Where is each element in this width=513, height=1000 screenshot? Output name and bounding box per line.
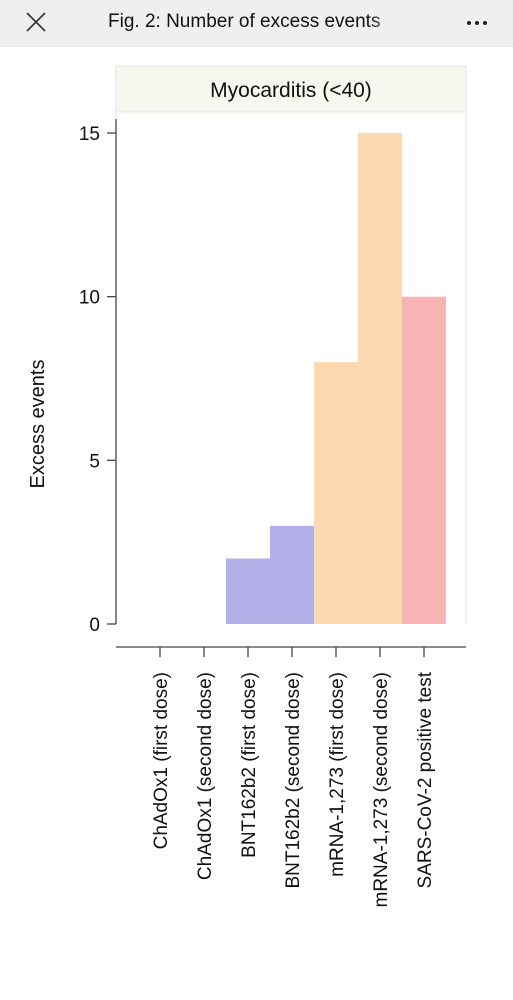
bar: [314, 362, 358, 624]
bar: [402, 296, 446, 624]
y-tick-label: 0: [89, 615, 100, 636]
bar: [270, 525, 314, 624]
x-tick-label: BNT162b2 (second dose): [283, 672, 304, 889]
bar: [226, 558, 270, 624]
x-tick-label: mRNA-1,273 (second dose): [371, 672, 392, 908]
y-axis-title: Excess events: [27, 360, 49, 489]
y-tick-label: 10: [79, 288, 100, 309]
x-tick-label: SARS-CoV-2 positive test: [415, 671, 436, 888]
page-title: Fig. 2: Number of excess events: [108, 11, 381, 32]
more-options-button[interactable]: [459, 8, 495, 38]
close-button[interactable]: [18, 4, 54, 40]
y-tick-label: 5: [89, 451, 100, 472]
top-bar: Fig. 2: Number of excess events: [0, 0, 513, 47]
x-tick-label: mRNA-1,273 (first dose): [327, 672, 348, 877]
chart-title: Myocarditis (<40): [210, 79, 372, 102]
bar: [358, 133, 402, 624]
x-tick-label: ChAdOx1 (first dose): [151, 672, 172, 849]
close-icon: [26, 12, 46, 32]
bar-chart: Myocarditis (<40) Excess events 0 5 10 15 C…: [27, 65, 467, 908]
x-axis: ChAdOx1 (first dose) ChAdOx1 (second dose…: [151, 647, 436, 908]
y-axis: 0 5 10 15: [79, 124, 116, 636]
y-tick-label: 15: [79, 124, 100, 145]
more-horizontal-icon: [465, 21, 489, 25]
x-tick-label: BNT162b2 (first dose): [239, 672, 260, 858]
panel-strip: [115, 65, 467, 113]
bars: [226, 133, 446, 624]
x-tick-label: ChAdOx1 (second dose): [195, 672, 216, 880]
